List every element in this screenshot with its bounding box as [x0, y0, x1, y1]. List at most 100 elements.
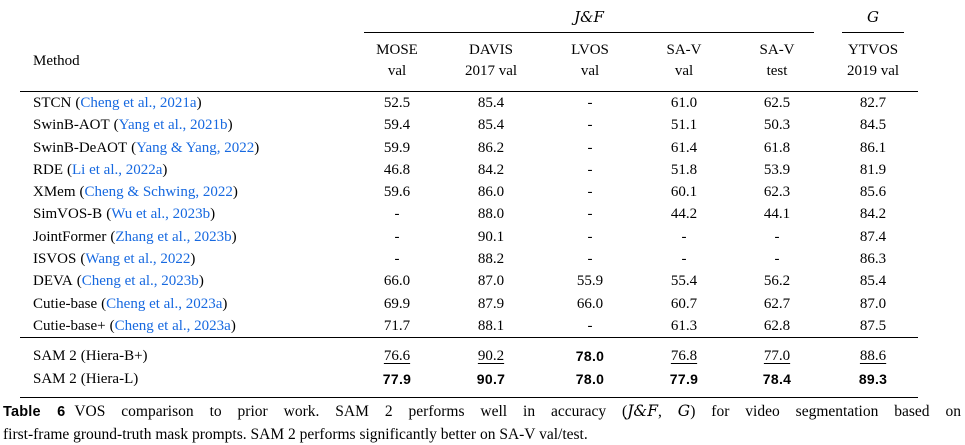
model-variant: Hiera-L — [85, 371, 134, 388]
cell-ytvos: 85.6 — [859, 184, 887, 201]
table-row-cutie-base-plus: Cutie-base+ (Cheng et al., 2023a) 71.7 88… — [20, 314, 919, 339]
cell-mose: 46.8 — [383, 161, 411, 178]
col-header-sav-test: SA-V test — [726, 33, 829, 92]
cell-sav-test: - — [774, 228, 780, 245]
cell-davis: 84.2 — [477, 161, 505, 178]
cell-ytvos: 85.4 — [859, 273, 887, 290]
cell-lvos: - — [587, 184, 593, 201]
method-cell: SwinB-DeAOT (Yang & Yang, 2022) — [20, 137, 350, 159]
cell-sav-val: 60.7 — [670, 295, 698, 312]
col-header-line: 2019 val — [847, 63, 900, 79]
method-cell: RDE (Li et al., 2022a) — [20, 159, 350, 181]
cell-davis: 88.1 — [444, 314, 538, 339]
cell-davis: 88.0 — [477, 206, 505, 223]
col-header-line: DAVIS — [469, 42, 513, 58]
method-cell: Cutie-base (Cheng et al., 2023a) — [20, 293, 350, 315]
citation-link[interactable]: Cheng & Schwing, 2022 — [84, 184, 233, 201]
cell-sav-val: - — [681, 251, 687, 268]
paren: ( — [80, 371, 86, 388]
method-cell: STCN (Cheng et al., 2021a) — [20, 92, 350, 115]
method-cell: JointFormer (Zhang et al., 2023b) — [20, 226, 350, 248]
method-name: SimVOS-B — [33, 206, 103, 223]
cell-sav-val: 77.9 — [642, 368, 726, 399]
column-header-row: Method MOSE val DAVIS 2017 val LVOS val … — [20, 33, 919, 92]
citation-link[interactable]: Yang et al., 2021b — [118, 117, 228, 134]
paren: ) — [210, 206, 216, 223]
citation-link[interactable]: Wang et al., 2022 — [85, 251, 191, 268]
cell-mose: 59.6 — [383, 184, 411, 201]
cell-sav-test: - — [774, 251, 780, 268]
citation-link[interactable]: Yang & Yang, 2022 — [136, 139, 255, 156]
col-header-line: val — [387, 63, 407, 79]
cell-mose: - — [394, 251, 400, 268]
col-header-line: SA-V — [759, 42, 795, 58]
cell-sav-val: 61.3 — [642, 314, 726, 339]
cell-ytvos: 84.5 — [859, 117, 887, 134]
cell-sav-test: 53.9 — [763, 161, 791, 178]
cell-mose: 66.0 — [383, 273, 411, 290]
paren: ) — [232, 184, 238, 201]
cell-mose: 59.9 — [383, 139, 411, 156]
method-cell: ISVOS (Wang et al., 2022) — [20, 248, 350, 270]
paren: ) — [190, 251, 196, 268]
method-name: Cutie-base+ — [33, 317, 106, 334]
cell-lvos: 78.0 — [575, 348, 605, 365]
citation-link[interactable]: Cheng et al., 2021a — [80, 95, 197, 111]
cell-ytvos: 87.0 — [859, 295, 887, 312]
method-cell: Cutie-base+ (Cheng et al., 2023a) — [20, 314, 350, 339]
citation-link[interactable]: Cheng et al., 2023a — [114, 317, 231, 334]
col-header-line: val — [580, 63, 600, 79]
cell-davis: 85.4 — [477, 117, 505, 134]
method-name: SwinB-AOT — [33, 117, 110, 134]
col-header-line: test — [766, 63, 788, 79]
method-cell: XMem (Cheng & Schwing, 2022) — [20, 181, 350, 203]
vos-comparison-table: J&F G Method MOSE val DAVIS 2017 val LVO… — [20, 2, 919, 399]
cell-ytvos: 84.2 — [859, 206, 887, 223]
vos-comparison-table-wrap: J&F G Method MOSE val DAVIS 2017 val LVO… — [20, 2, 919, 399]
cell-lvos: - — [587, 117, 593, 134]
paren: ( — [106, 206, 112, 223]
paren: ) — [133, 371, 139, 388]
method-cell: SwinB-AOT (Yang et al., 2021b) — [20, 114, 350, 136]
caption-text: ) for video segmentation based on — [690, 403, 961, 420]
method-cell: SAM 2 (Hiera-L) — [20, 368, 350, 399]
paren: ( — [79, 184, 85, 201]
paren: ) — [198, 273, 204, 290]
cell-sav-test: 77.0 — [763, 348, 791, 365]
paren: ( — [80, 348, 86, 365]
paren: ( — [67, 161, 72, 178]
citation-link[interactable]: Cheng et al., 2023b — [81, 273, 199, 290]
paren: ) — [231, 228, 237, 245]
paren: ) — [196, 95, 202, 111]
paren: ) — [227, 117, 233, 134]
method-name: Cutie-base — [33, 295, 98, 312]
table-row-simvos-b: SimVOS-B (Wu et al., 2023b) - 88.0 - 44.2… — [20, 203, 918, 225]
citation-link[interactable]: Zhang et al., 2023b — [115, 228, 232, 245]
col-header-sav-val: SA-V val — [642, 33, 726, 92]
paren: ( — [113, 117, 119, 134]
citation-link[interactable]: Li et al., 2022a — [72, 161, 163, 178]
paren: ) — [162, 161, 168, 178]
table-row-sam2-hiera-l: SAM 2 (Hiera-L) 77.9 90.7 78.0 77.9 78.4 … — [20, 368, 919, 399]
paren: ) — [254, 139, 260, 156]
col-header-line: MOSE — [376, 42, 418, 58]
paren: ( — [101, 295, 107, 312]
model-variant: Hiera-B+ — [85, 348, 143, 365]
table-row-xmem: XMem (Cheng & Schwing, 2022) 59.6 86.0 - … — [20, 181, 918, 203]
cell-sav-test: 50.3 — [763, 117, 791, 134]
paren: ) — [222, 295, 228, 312]
jf-group-rule: J&F — [364, 7, 815, 33]
citation-link[interactable]: Cheng et al., 2023a — [106, 295, 223, 312]
cell-davis: 88.2 — [477, 251, 505, 268]
cell-mose: 71.7 — [350, 314, 444, 339]
cell-sav-test: 62.7 — [763, 295, 791, 312]
cell-ytvos: 87.5 — [828, 314, 919, 339]
cell-sav-val: 61.0 — [670, 95, 698, 111]
paren: ) — [230, 317, 236, 334]
header-group-spacer — [20, 2, 350, 33]
cell-davis: 90.1 — [477, 228, 505, 245]
citation-link[interactable]: Wu et al., 2023b — [111, 206, 211, 223]
paren: ( — [109, 317, 115, 334]
cell-sav-test: 62.3 — [763, 184, 791, 201]
